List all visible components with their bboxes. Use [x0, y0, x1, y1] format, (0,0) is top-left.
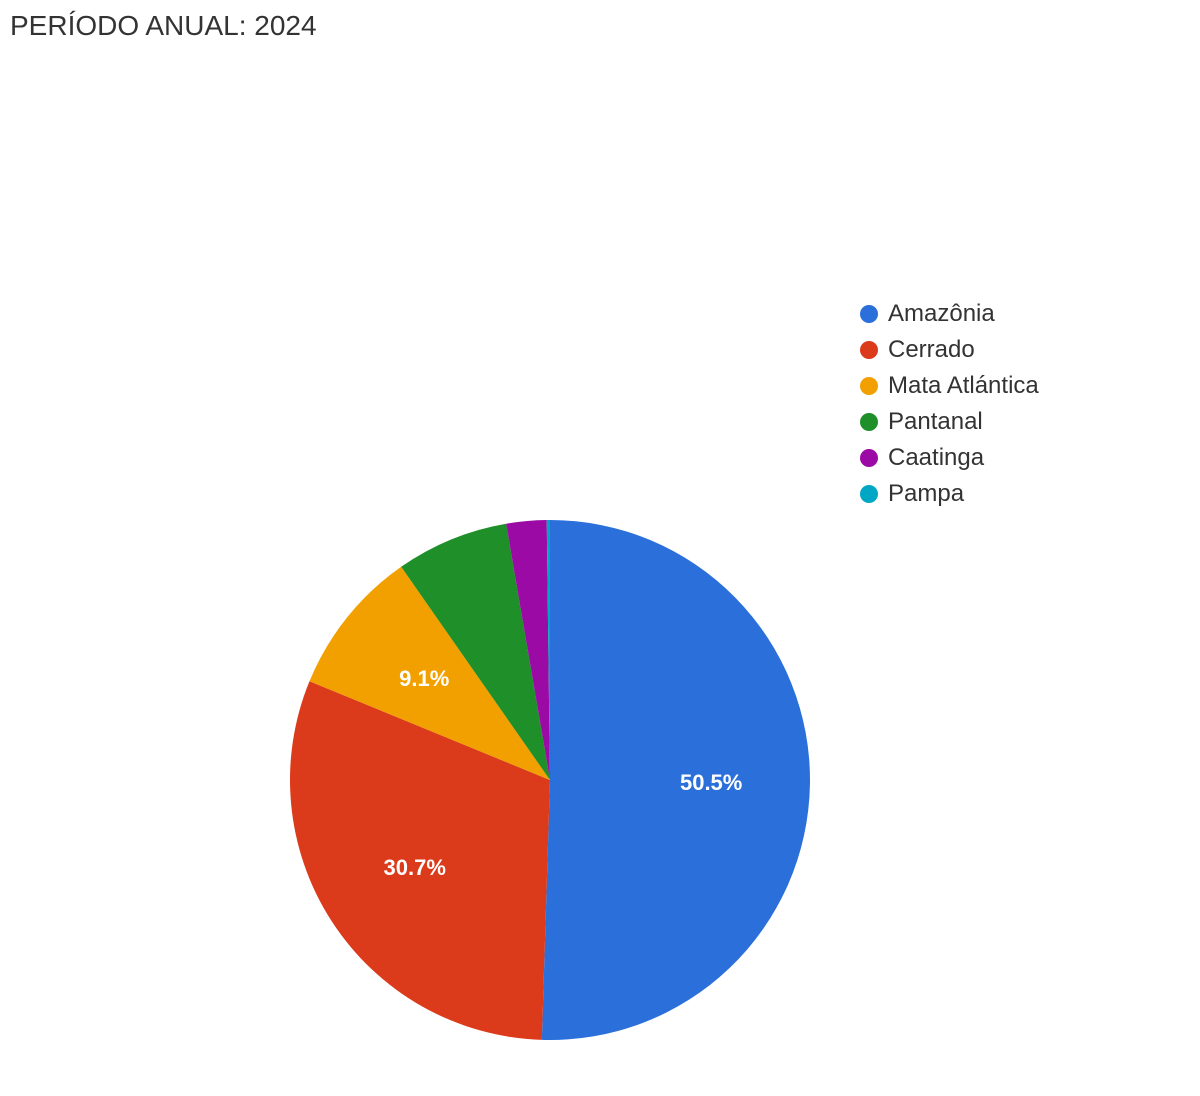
- pie-slice: [542, 520, 810, 1040]
- legend-item: Pantanal: [860, 408, 1039, 436]
- pie-svg: [290, 520, 810, 1040]
- chart-area: 50.5%30.7%9.1% AmazôniaCerradoMata Atlán…: [30, 380, 1180, 1080]
- legend: Amazônia Cerrado Mata Atlántica Pantanal Caa…: [860, 300, 1039, 516]
- legend-dot: [860, 413, 878, 431]
- legend-label: Caatinga: [888, 444, 984, 472]
- legend-item: Cerrado: [860, 336, 1039, 364]
- legend-dot: [860, 485, 878, 503]
- legend-label: Pampa: [888, 480, 964, 508]
- legend-item: Amazônia: [860, 300, 1039, 328]
- legend-label: Cerrado: [888, 336, 975, 364]
- legend-label: Mata Atlántica: [888, 372, 1039, 400]
- legend-dot: [860, 449, 878, 467]
- legend-label: Pantanal: [888, 408, 983, 436]
- legend-item: Pampa: [860, 480, 1039, 508]
- legend-item: Mata Atlántica: [860, 372, 1039, 400]
- legend-dot: [860, 341, 878, 359]
- legend-dot: [860, 377, 878, 395]
- pie-chart: 50.5%30.7%9.1%: [290, 520, 810, 1040]
- legend-label: Amazônia: [888, 300, 995, 328]
- page-title: PERÍODO ANUAL: 2024: [10, 10, 317, 42]
- legend-dot: [860, 305, 878, 323]
- legend-item: Caatinga: [860, 444, 1039, 472]
